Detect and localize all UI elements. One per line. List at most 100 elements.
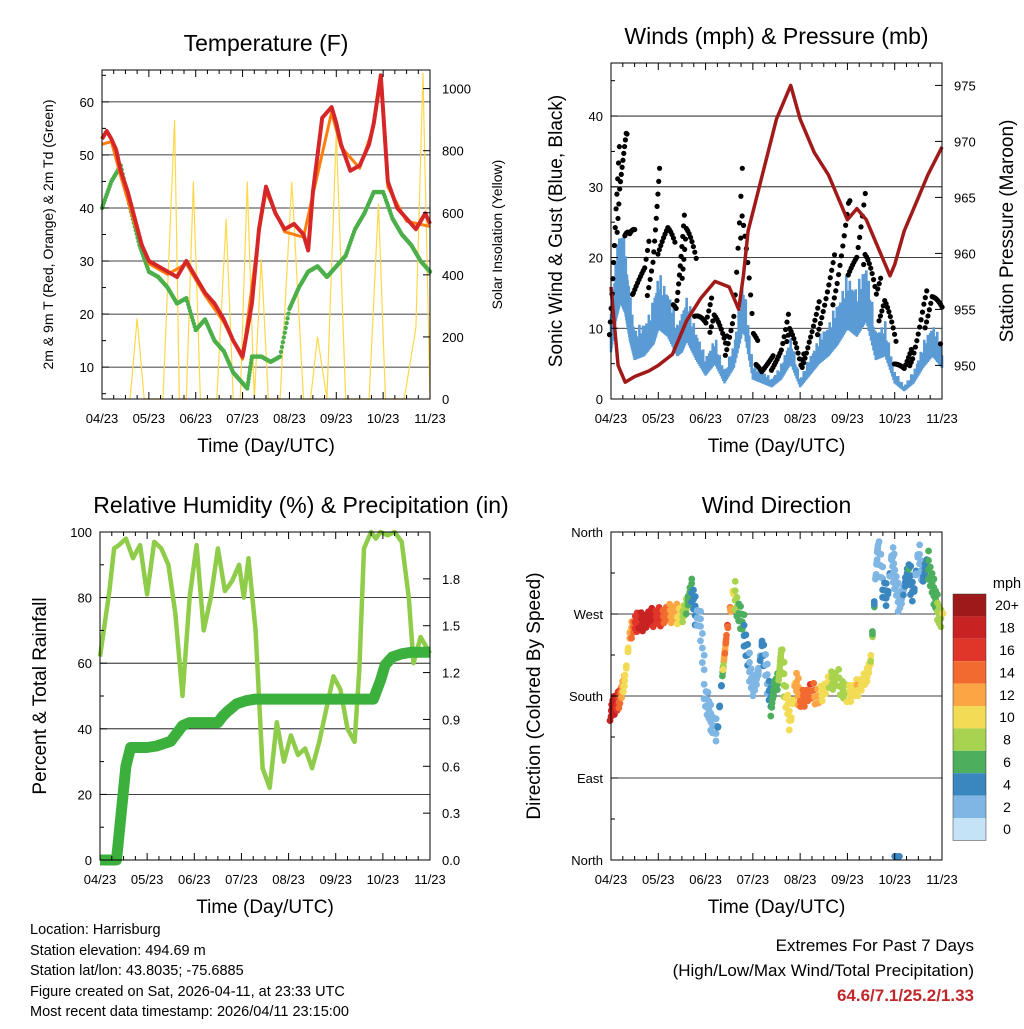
x-tick-label: 11/23 <box>414 411 446 426</box>
direction-point <box>916 550 923 558</box>
wind-gust-point <box>781 334 787 340</box>
wind-gust-point <box>794 345 800 351</box>
direction-point <box>896 852 903 860</box>
wind-gust-point <box>739 165 745 171</box>
dewpoint-point <box>283 325 288 331</box>
y-axis-label: Sonic Wind & Gust (Blue, Black) <box>546 95 567 367</box>
x-tick-label: 07/23 <box>225 872 258 887</box>
direction-point <box>784 691 792 699</box>
dewpoint-point <box>282 330 287 335</box>
direction-point <box>721 649 729 657</box>
wind-gust-point <box>718 326 724 332</box>
direction-point <box>875 538 883 546</box>
wind-gust-point <box>907 350 913 357</box>
wind-gust-point <box>816 299 822 305</box>
wind-gust-point <box>908 346 914 353</box>
wind-gust-point <box>656 165 663 171</box>
direction-point <box>872 575 879 583</box>
y-tick-label: 60 <box>80 95 94 110</box>
direction-point <box>700 666 708 674</box>
wind-gust-point <box>643 256 649 262</box>
y-tick-label: East <box>577 771 603 786</box>
direction-point <box>934 591 941 598</box>
wind-gust-point <box>830 260 836 266</box>
wind-gust-point <box>917 324 923 330</box>
wind-gust-point <box>708 295 715 301</box>
colorbar-swatch <box>953 706 986 729</box>
wind-gust-point <box>681 212 687 218</box>
direction-point <box>700 651 708 659</box>
direction-point <box>699 630 706 637</box>
wind-gust-point <box>876 281 882 287</box>
solar-insolation-line <box>129 73 431 400</box>
colorbar-title: mph <box>993 576 1021 592</box>
colorbar-label: 6 <box>1003 754 1011 770</box>
wind-gust-point <box>816 326 822 332</box>
colorbar-label: 18 <box>999 620 1015 636</box>
direction-point <box>621 682 628 690</box>
x-tick-label: 09/23 <box>831 872 864 887</box>
wind-gust-point <box>725 341 731 347</box>
wind-gust-point <box>873 291 879 297</box>
wind-gust-point <box>923 319 930 325</box>
wind-gust-point <box>884 304 891 311</box>
wind-gust-point <box>879 308 885 314</box>
wind-gust-point <box>746 275 752 281</box>
y2-tick-label: 200 <box>442 330 464 345</box>
direction-point <box>697 608 705 615</box>
direction-point <box>867 657 874 665</box>
wind-gust-point <box>607 319 613 325</box>
wind-gust-point <box>615 215 621 222</box>
wind-gust-point <box>823 296 829 302</box>
wind-gust-point <box>613 206 619 212</box>
wind-gust-point <box>740 222 747 228</box>
y2-tick-label: 955 <box>954 302 976 317</box>
wind-gust-point <box>682 236 689 242</box>
temp-2m-line <box>100 73 432 359</box>
direction-point <box>782 683 790 690</box>
y2-tick-label: 1.5 <box>442 619 460 634</box>
direction-point <box>724 624 732 632</box>
x-tick-label: 05/23 <box>642 872 675 887</box>
direction-point <box>624 648 632 656</box>
wind-gust-point <box>738 235 744 241</box>
wind-gust-point <box>784 338 790 345</box>
wind-gust-point <box>673 305 679 312</box>
x-tick-label: 10/23 <box>367 872 400 887</box>
y-axis-label: Percent & Total Rainfall <box>30 597 51 794</box>
wind-gust-point <box>922 325 928 331</box>
y-tick-label: 20 <box>589 251 603 266</box>
wind-gust-point <box>928 300 934 306</box>
colorbar-label: 12 <box>999 687 1015 703</box>
direction-point <box>618 694 626 701</box>
wind-gust-point <box>829 267 835 273</box>
wind-gust-point <box>614 229 620 235</box>
y2-tick-label: 970 <box>954 134 976 149</box>
wind-gust-point <box>791 335 797 342</box>
wind-gust-point <box>672 239 678 245</box>
direction-point <box>910 588 918 595</box>
wind-gust-point <box>644 292 650 299</box>
x-tick-label: 04/23 <box>595 411 628 426</box>
y2-tick-label: 1.8 <box>442 572 460 587</box>
y-tick-label: 30 <box>80 254 94 269</box>
wind-gust-point <box>749 310 755 317</box>
colorbar-swatch <box>953 683 986 706</box>
direction-point <box>884 590 892 598</box>
wind-gust-point <box>831 252 838 258</box>
y2-tick-label: 960 <box>954 246 976 261</box>
y2-tick-label: 800 <box>442 144 464 159</box>
wind-gust-point <box>837 262 843 268</box>
wind-gust-point <box>784 319 790 325</box>
wind-gust-point <box>815 305 821 311</box>
wind-gust-point <box>847 198 853 204</box>
wind-gust-point <box>809 329 815 335</box>
wind-gust-point <box>739 213 745 219</box>
direction-point <box>722 639 730 647</box>
direction-point <box>731 577 739 585</box>
direction-point <box>628 634 635 642</box>
wind-gust-point <box>689 239 695 245</box>
wind-gust-point <box>674 297 680 304</box>
wind-gust-point <box>611 259 617 266</box>
